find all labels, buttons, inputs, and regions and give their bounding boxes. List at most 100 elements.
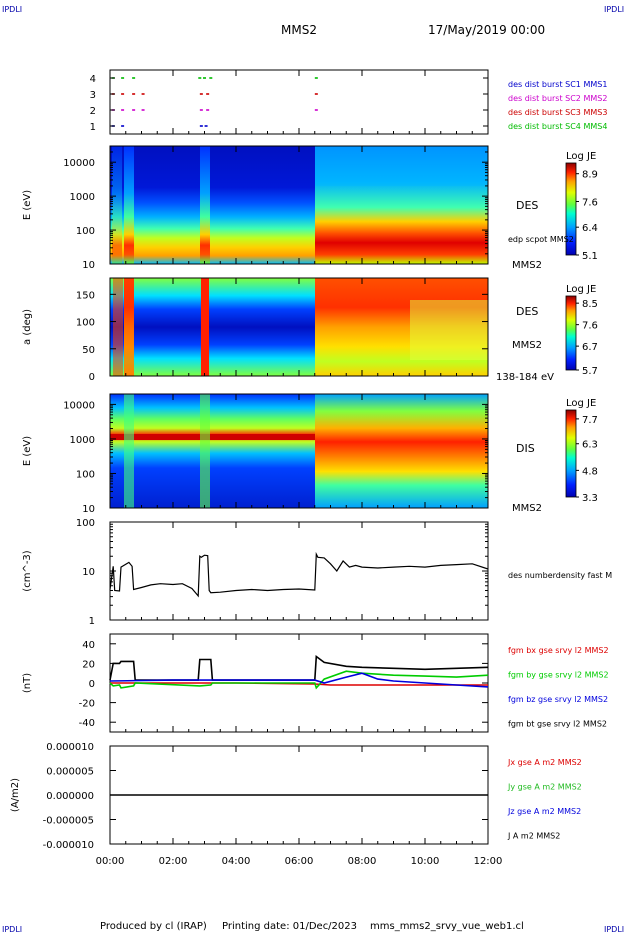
side-label: edp scpot MMS2 xyxy=(508,235,574,244)
side-label: DES xyxy=(516,305,538,318)
y-tick-label: -40 xyxy=(79,718,95,729)
burst-flag-mark xyxy=(132,77,136,79)
burst-flag-mark xyxy=(121,77,125,79)
y-tick-label: 0.000000 xyxy=(46,791,94,802)
legend-entry: des dist burst SC1 MMS1 xyxy=(508,80,607,89)
colorbar-tick-label: 6.4 xyxy=(582,223,598,234)
burst-flag-mark xyxy=(314,93,318,95)
burst-flag-mark xyxy=(121,109,125,111)
legend-entry: des dist burst SC4 MMS4 xyxy=(508,122,607,131)
y-tick-label: 0.000005 xyxy=(46,767,94,778)
colorbar-tick-label: 7.6 xyxy=(582,321,598,332)
x-tick-label: 10:00 xyxy=(411,856,440,867)
burst-flag-mark xyxy=(204,125,208,127)
colorbar-tick-label: 7.6 xyxy=(582,198,598,209)
panel-burst-flags: 1 2 3 4 des dist burst SC1 MMS1 des dist bur… xyxy=(90,69,607,135)
burst-flag-mark xyxy=(209,77,213,79)
burst-flag-mark xyxy=(199,125,203,127)
colorbar-tick-label: 7.7 xyxy=(582,415,598,426)
y-axis-label: E (eV) xyxy=(22,190,33,220)
field-series-bz-line xyxy=(109,672,489,688)
y-tick-label: 1 xyxy=(90,122,96,133)
y-axis-label: a (deg) xyxy=(22,309,33,345)
side-label: MMS2 xyxy=(512,260,542,271)
burst-flag-mark xyxy=(199,93,203,95)
colorbar-title: Log JE xyxy=(566,284,596,295)
panel-magnetic-field: -40 -20 0 20 40 fgm bx gse srvy l2 MMS2 fgm b… xyxy=(79,633,609,733)
corner-label-top-right: IPDLI xyxy=(604,5,624,14)
date-title: 17/May/2019 00:00 xyxy=(428,23,545,37)
y-tick-label: 10 xyxy=(82,567,95,578)
y-tick-label: 1 xyxy=(89,616,95,627)
burst-flag-mark xyxy=(121,93,125,95)
colorbar-tick-label: 6.7 xyxy=(582,342,598,353)
legend-entry: des dist burst SC3 MMS3 xyxy=(508,108,607,117)
burst-flag-mark xyxy=(141,109,145,111)
panel-current-density: -0.000010 -0.000005 0.000000 0.000005 0.0000… xyxy=(43,742,582,851)
y-tick-label: 0 xyxy=(89,372,95,383)
y-tick-label: 0 xyxy=(89,679,95,690)
burst-flag-mark xyxy=(198,77,202,79)
colorbar-title: Log JE xyxy=(566,398,596,409)
burst-flag-mark xyxy=(132,109,136,111)
y-tick-label: 40 xyxy=(82,640,95,651)
y-tick-label: 100 xyxy=(76,318,95,329)
y-tick-label: 100 xyxy=(76,226,95,237)
y-tick-label: 10 xyxy=(82,260,95,271)
colorbar-title: Log JE xyxy=(566,151,596,162)
field-series-by-line xyxy=(109,670,489,690)
y-tick-label: -20 xyxy=(79,699,95,710)
legend-entry: fgm bt gse srvy l2 MMS2 xyxy=(508,720,607,729)
side-label: DIS xyxy=(516,442,535,455)
y-axis-label: E (eV) xyxy=(22,436,33,466)
y-tick-label: 100 xyxy=(76,469,95,480)
spacecraft-title: MMS2 xyxy=(281,23,317,37)
corner-label-top-left: IPDLI xyxy=(2,5,22,14)
colorbar-tick-label: 4.8 xyxy=(582,466,598,477)
legend-entry: Jy gse A m2 MMS2 xyxy=(507,783,582,792)
legend-entry: Jx gse A m2 MMS2 xyxy=(507,758,582,767)
side-label: DES xyxy=(516,199,538,212)
burst-flag-mark xyxy=(121,125,125,127)
y-tick-label: -0.000005 xyxy=(43,816,94,827)
footer-script: mms_mms2_srvy_vue_web1.cl xyxy=(370,921,524,932)
x-tick-label: 06:00 xyxy=(285,856,314,867)
legend-entry: des dist burst SC2 MMS2 xyxy=(508,94,607,103)
burst-flag-mark xyxy=(206,93,210,95)
legend-entry: J A m2 MMS2 xyxy=(507,832,560,841)
burst-flag-mark xyxy=(199,109,203,111)
x-tick-label: 04:00 xyxy=(222,856,251,867)
panel-burst-frame xyxy=(109,69,489,135)
y-axis-label: (nT) xyxy=(22,673,33,693)
y-tick-label: 3 xyxy=(90,90,96,101)
footer-producer: Produced by cl (IRAP) xyxy=(100,921,207,932)
y-tick-label: 20 xyxy=(82,659,95,670)
x-tick-label: 02:00 xyxy=(159,856,188,867)
y-tick-label: 1000 xyxy=(70,192,95,203)
burst-flag-mark xyxy=(314,77,318,79)
burst-flag-mark xyxy=(141,93,145,95)
y-tick-label: 150 xyxy=(76,290,95,301)
side-label: MMS2 xyxy=(512,503,542,514)
panel-des-pitch: 0 50 100 150 xyxy=(76,277,489,383)
density-series-line xyxy=(109,551,489,598)
burst-flag-mark xyxy=(132,93,136,95)
colorbar xyxy=(565,409,577,498)
panel-des-energy: 10 100 1000 10000 xyxy=(63,145,489,271)
colorbar-tick-label: 3.3 xyxy=(582,493,598,504)
colorbar xyxy=(565,162,577,256)
y-tick-label: 10 xyxy=(82,504,95,515)
colorbar-tick-label: 5.7 xyxy=(582,366,598,377)
corner-label-bottom-left: IPDLI xyxy=(2,925,22,934)
y-tick-label: 10000 xyxy=(63,400,95,411)
legend-entry: fgm bz gse srvy l2 MMS2 xyxy=(508,695,608,704)
panel-density: 1 10 100 des numberdensity fast M xyxy=(76,518,612,627)
colorbar-tick-label: 5.1 xyxy=(582,251,598,262)
colorbar xyxy=(565,295,577,371)
colorbar-tick-label: 8.9 xyxy=(582,170,598,181)
footer-printing-date: Printing date: 01/Dec/2023 xyxy=(222,921,357,932)
legend-entry: fgm bx gse srvy l2 MMS2 xyxy=(508,646,609,655)
burst-flag-mark xyxy=(203,77,206,79)
colorbar-tick-label: 6.3 xyxy=(582,440,598,451)
burst-flag-mark xyxy=(314,109,318,111)
